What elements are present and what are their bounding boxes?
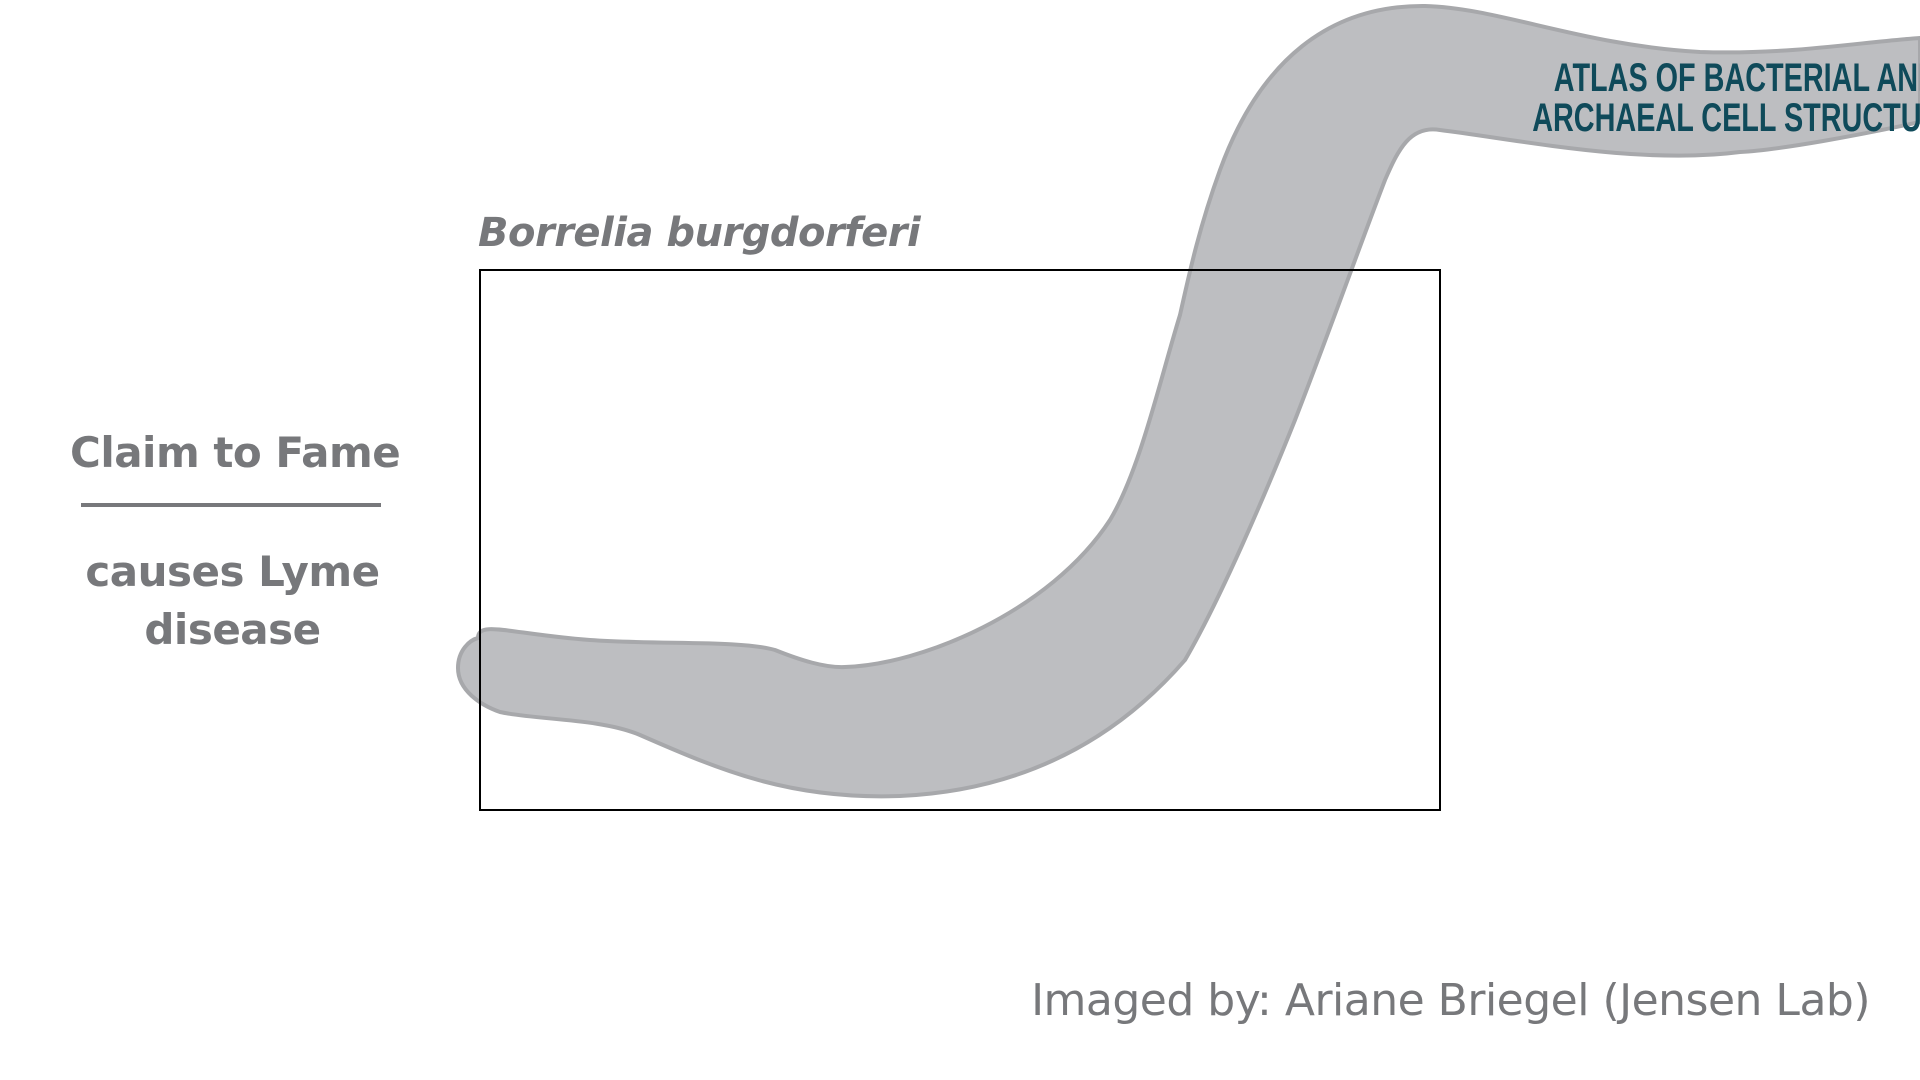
claim-divider [81,503,381,507]
claim-text: causes Lyme disease [85,547,380,654]
atlas-logo: Atlas of Bacterial and Archaeal Cell Str… [1525,56,1920,140]
region-frame [479,269,1441,811]
bacterium-cell-shape [455,3,1920,799]
logo-line-1: Atlas of Bacterial and [1553,56,1920,100]
image-credit: Imaged by: Ariane Briegel (Jensen Lab) [1031,975,1870,1026]
species-name: Borrelia burgdorferi [478,210,921,256]
claim-heading: Claim to Fame [70,428,401,477]
logo-line-2: Archaeal Cell Structure [1532,96,1920,140]
